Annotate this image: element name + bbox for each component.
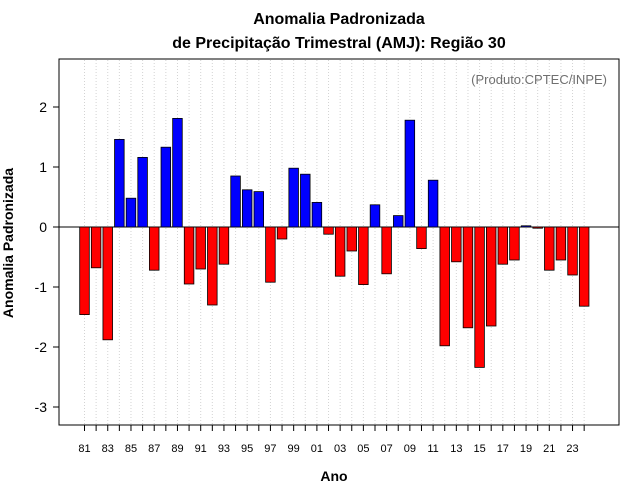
bar-1992 xyxy=(207,226,218,306)
bar-1999 xyxy=(288,167,299,228)
bar-2016 xyxy=(485,226,497,327)
bar-1991 xyxy=(195,226,206,270)
bar-2006 xyxy=(369,204,381,228)
x-tick-label: 85 xyxy=(125,443,137,455)
y-tick-label: -1 xyxy=(35,279,48,295)
x-tick-label: 17 xyxy=(497,443,509,455)
x-tick-label: 81 xyxy=(78,443,90,455)
bar-2000 xyxy=(300,173,311,228)
x-tick-label: 97 xyxy=(264,443,276,455)
bar-2013 xyxy=(451,226,462,263)
bar-2008 xyxy=(393,215,404,228)
bar-2014 xyxy=(462,226,474,329)
bar-1998 xyxy=(276,226,288,240)
bars xyxy=(79,118,590,368)
bar-2009 xyxy=(404,119,416,228)
bar-2019 xyxy=(520,225,532,228)
bar-2022 xyxy=(555,226,567,261)
bar-2002 xyxy=(323,226,334,235)
bar-1995 xyxy=(241,189,253,228)
bar-2021 xyxy=(544,226,555,271)
x-tick-label: 03 xyxy=(334,443,346,455)
x-tick-label: 23 xyxy=(566,443,578,455)
x-tick-label: 99 xyxy=(288,443,300,455)
x-tick-label: 11 xyxy=(427,443,438,455)
y-axis-label: Anomalia Padronizada xyxy=(0,168,16,318)
bar-2020 xyxy=(532,226,543,229)
plot-frame xyxy=(58,58,620,426)
bar-1983 xyxy=(102,226,113,341)
x-tick-label: 87 xyxy=(148,443,160,455)
x-tick-label: 83 xyxy=(102,443,114,455)
bar-2012 xyxy=(439,226,450,347)
bar-2017 xyxy=(497,226,509,265)
credit-text: (Produto:CPTEC/INPE) xyxy=(471,72,607,87)
y-tick-label: 2 xyxy=(39,99,47,115)
chart-title-line2: de Precipitação Trimestral (AMJ): Região… xyxy=(172,35,506,52)
y-tick-label: 1 xyxy=(39,159,47,175)
y-tick-label: 0 xyxy=(39,219,47,235)
bar-2001 xyxy=(311,201,323,228)
x-tick-label: 07 xyxy=(380,443,392,455)
bar-2015 xyxy=(474,226,485,368)
bar-1993 xyxy=(218,226,230,265)
x-tick-label: 93 xyxy=(218,443,230,455)
bar-2005 xyxy=(358,226,369,285)
x-tick-label: 91 xyxy=(195,443,207,455)
x-tick-label: 19 xyxy=(520,443,532,455)
bar-1985 xyxy=(125,197,137,228)
y-tick-label: -2 xyxy=(35,339,48,355)
bar-1996 xyxy=(253,191,265,228)
x-tick-label: 05 xyxy=(357,443,369,455)
bar-2007 xyxy=(381,226,392,275)
grid xyxy=(84,60,585,424)
x-tick-label: 21 xyxy=(543,443,555,455)
bar-2004 xyxy=(346,226,357,252)
bar-1982 xyxy=(90,226,102,269)
x-tick-label: 15 xyxy=(473,443,485,455)
bar-1994 xyxy=(230,175,241,228)
x-tick-label: 95 xyxy=(241,443,253,455)
x-tick-label: 01 xyxy=(311,443,323,455)
bar-1984 xyxy=(114,138,125,228)
x-tick-label: 89 xyxy=(171,443,183,455)
bar-1987 xyxy=(149,226,160,271)
bar-1986 xyxy=(137,156,148,228)
bar-1981 xyxy=(79,226,90,315)
y-tick-label: -3 xyxy=(35,399,48,415)
x-axis-label: Ano xyxy=(320,468,347,484)
bar-2011 xyxy=(427,179,439,228)
bar-1988 xyxy=(160,146,172,228)
x-axis: 81 83 85 87 89 91 93 95 97 99 01 03 05 07 09 11 13 15 17 19… xyxy=(78,425,585,455)
bar-2010 xyxy=(416,226,427,250)
bar-2003 xyxy=(334,226,346,277)
x-tick-label: 09 xyxy=(404,443,416,455)
chart-title-line1: Anomalia Padronizada xyxy=(253,11,425,28)
bar-1989 xyxy=(172,118,183,228)
bar-1990 xyxy=(183,226,195,285)
bar-1997 xyxy=(265,226,276,283)
y-axis: 2 1 0 -1 -2 -3 xyxy=(35,99,59,415)
bar-2023 xyxy=(567,226,578,276)
bar-2024 xyxy=(578,226,590,307)
bar-2018 xyxy=(509,226,520,261)
x-tick-label: 13 xyxy=(450,443,462,455)
